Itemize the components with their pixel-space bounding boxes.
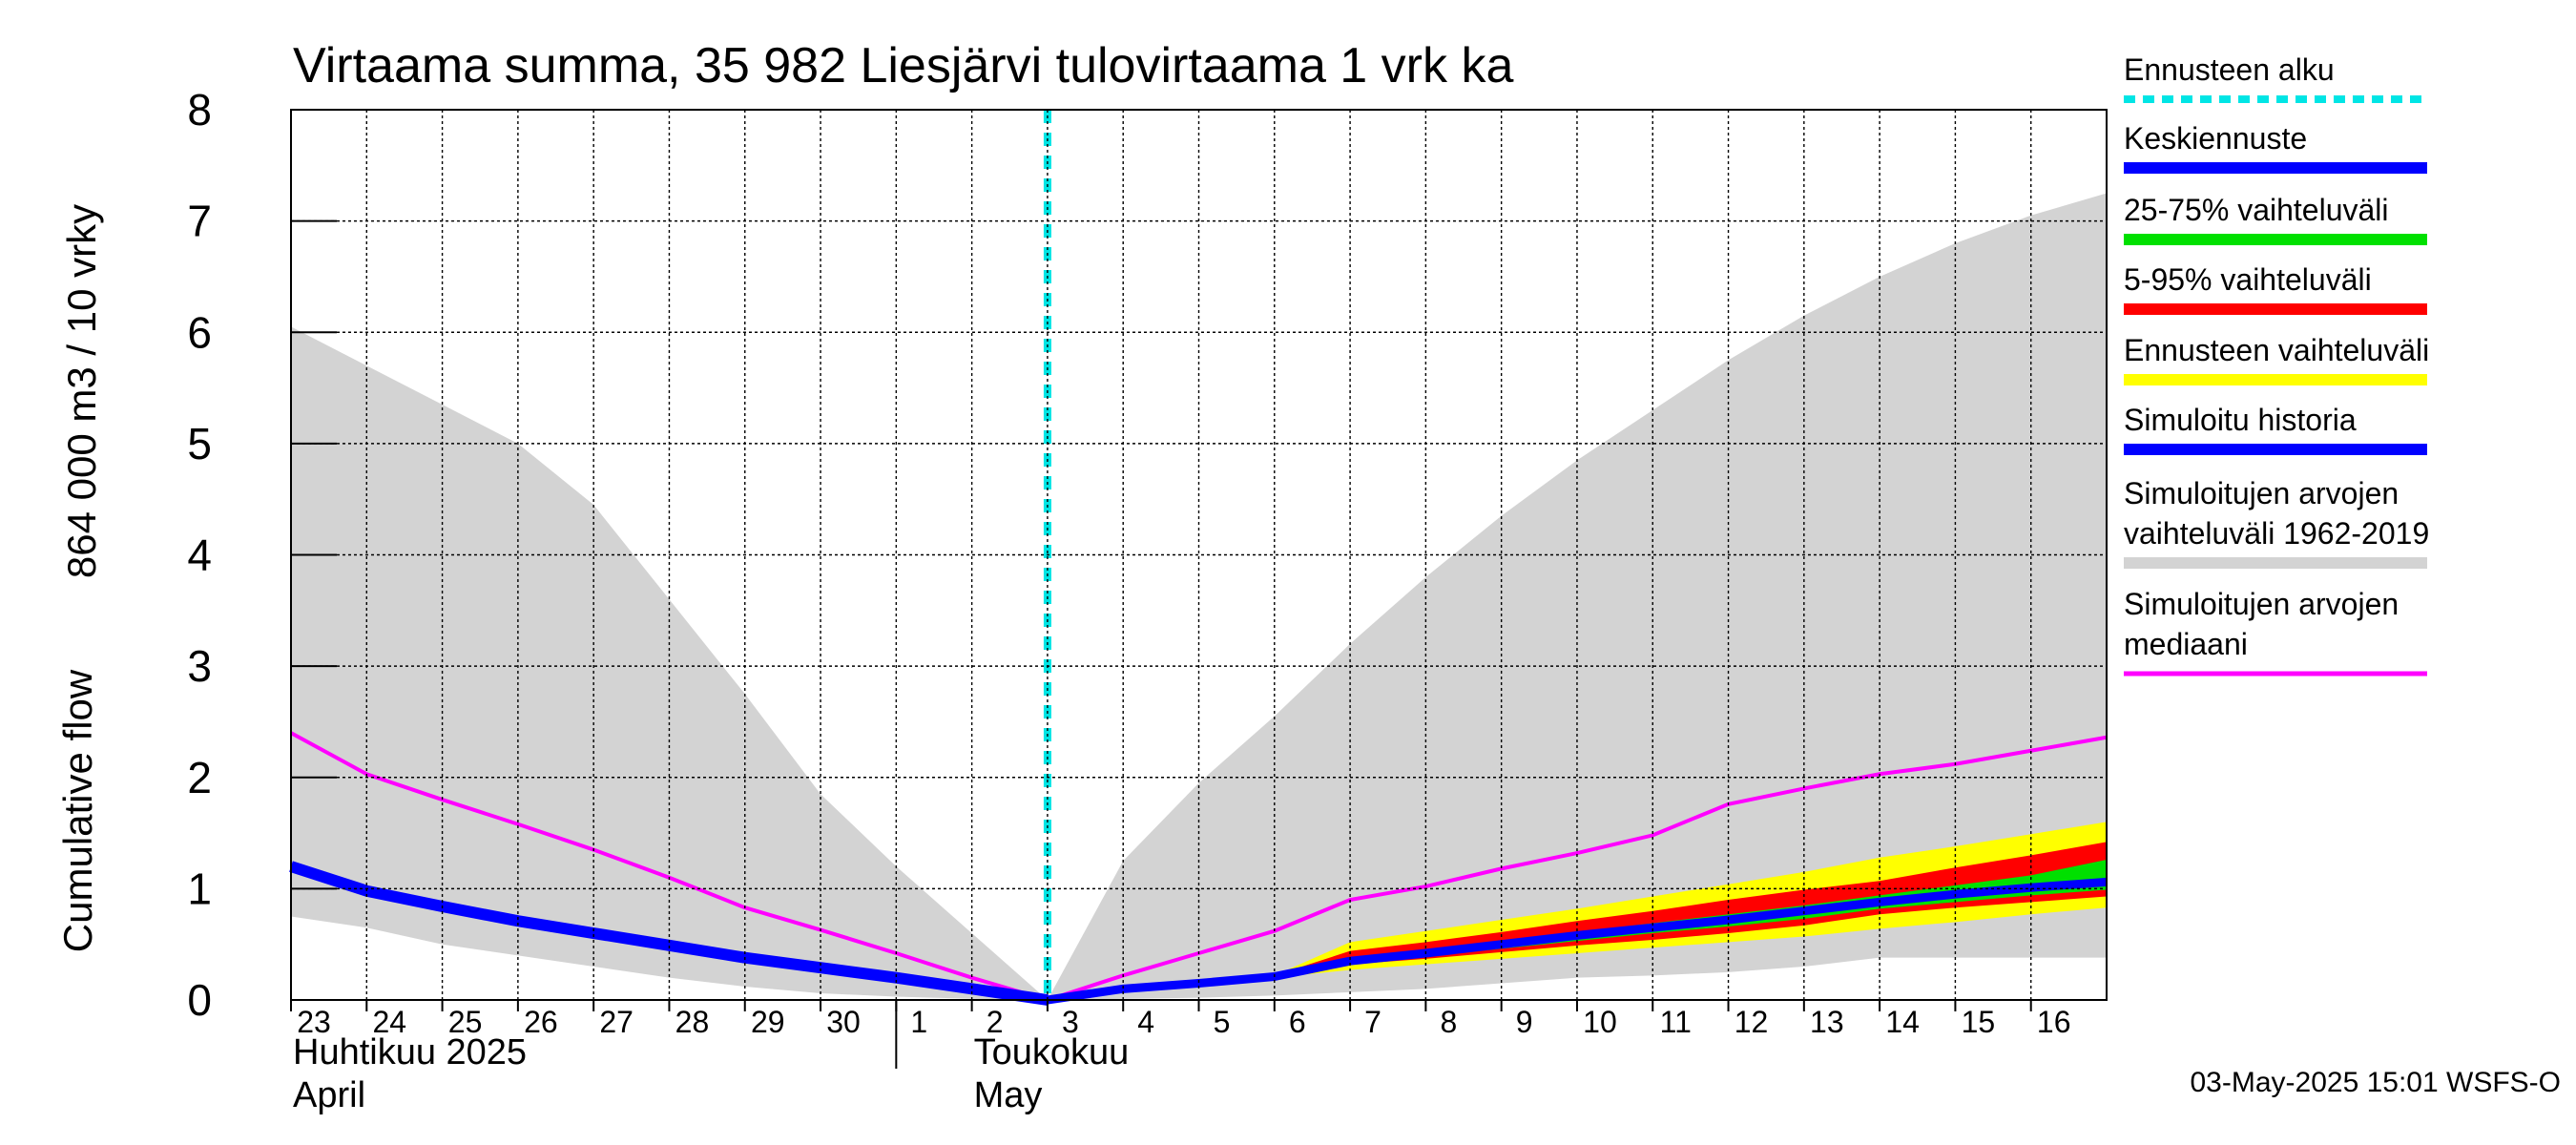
range-5-95-band <box>1047 842 2107 1000</box>
x-tick-label: 2 <box>987 1005 1004 1039</box>
month-label-may-en: May <box>974 1075 1043 1115</box>
x-tick-label: 15 <box>1962 1005 1996 1039</box>
y-tick-label: 5 <box>187 419 212 468</box>
legend-label: mediaani <box>2124 627 2248 661</box>
legend-label: 25-75% vaihteluväli <box>2124 193 2389 227</box>
y-tick-label: 4 <box>187 531 212 580</box>
x-tick-label: 16 <box>2037 1005 2071 1039</box>
simulated-history-line <box>289 861 1049 1006</box>
x-tick-label: 30 <box>826 1005 861 1039</box>
x-tick-label: 4 <box>1137 1005 1154 1039</box>
x-tick-label: 12 <box>1735 1005 1769 1039</box>
legend-label: Keskiennuste <box>2124 121 2307 156</box>
y-axis-label-units: 864 000 m3 / 10 vrky <box>59 204 104 578</box>
x-tick-label: 1 <box>910 1005 927 1039</box>
legend-label: 5-95% vaihteluväli <box>2124 262 2372 297</box>
legend-label: Simuloitujen arvojen <box>2124 587 2399 621</box>
y-tick-label: 8 <box>187 85 212 135</box>
x-tick-label: 14 <box>1885 1005 1920 1039</box>
legend: Ennusteen alku Keskiennuste 25-75% vaihtel… <box>2124 52 2429 677</box>
x-tick-label: 27 <box>599 1005 634 1039</box>
legend-label: Ennusteen vaihteluväli <box>2124 333 2429 367</box>
x-tick-label: 26 <box>524 1005 558 1039</box>
y-axis-label-title: Cumulative flow <box>55 669 100 952</box>
y-tick-label: 3 <box>187 641 212 691</box>
x-tick-label: 23 <box>297 1005 331 1039</box>
legend-label: vaihteluväli 1962-2019 <box>2124 516 2429 551</box>
month-label-may-fi: Toukokuu <box>974 1032 1130 1072</box>
y-tick-label: 0 <box>187 975 212 1025</box>
legend-label: Ennusteen alku <box>2124 52 2335 87</box>
chart-title: Virtaama summa, 35 982 Liesjärvi tulovir… <box>293 38 1513 94</box>
x-tick-label: 8 <box>1440 1005 1457 1039</box>
month-label-april-fi: Huhtikuu 2025 <box>293 1032 527 1072</box>
x-tick-label: 9 <box>1516 1005 1533 1039</box>
x-tick-label: 3 <box>1062 1005 1079 1039</box>
x-tick-label: 10 <box>1583 1005 1617 1039</box>
legend-label: Simuloitujen arvojen <box>2124 476 2399 510</box>
x-tick-label: 7 <box>1364 1005 1381 1039</box>
x-tick-label: 28 <box>675 1005 710 1039</box>
x-tick-label: 24 <box>372 1005 406 1039</box>
legend-label: Simuloitu historia <box>2124 403 2357 437</box>
month-label-april-en: April <box>293 1075 365 1115</box>
timestamp-footer: 03-May-2025 15:01 WSFS-O <box>2191 1067 2562 1098</box>
x-tick-label: 6 <box>1289 1005 1306 1039</box>
y-tick-label: 1 <box>187 864 212 913</box>
x-tick-label: 5 <box>1214 1005 1231 1039</box>
y-tick-label: 6 <box>187 307 212 357</box>
x-tick-label: 11 <box>1660 1005 1692 1039</box>
x-tick-label: 13 <box>1810 1005 1844 1039</box>
x-tick-label: 29 <box>751 1005 785 1039</box>
y-tick-label: 7 <box>187 197 212 246</box>
forecast-range-band <box>1047 822 2107 1000</box>
x-tick-label: 25 <box>448 1005 483 1039</box>
y-tick-label: 2 <box>187 753 212 802</box>
